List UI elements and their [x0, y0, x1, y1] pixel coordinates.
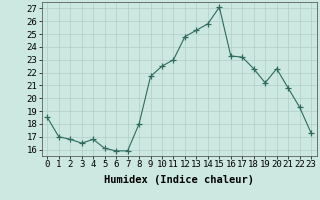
- X-axis label: Humidex (Indice chaleur): Humidex (Indice chaleur): [104, 175, 254, 185]
